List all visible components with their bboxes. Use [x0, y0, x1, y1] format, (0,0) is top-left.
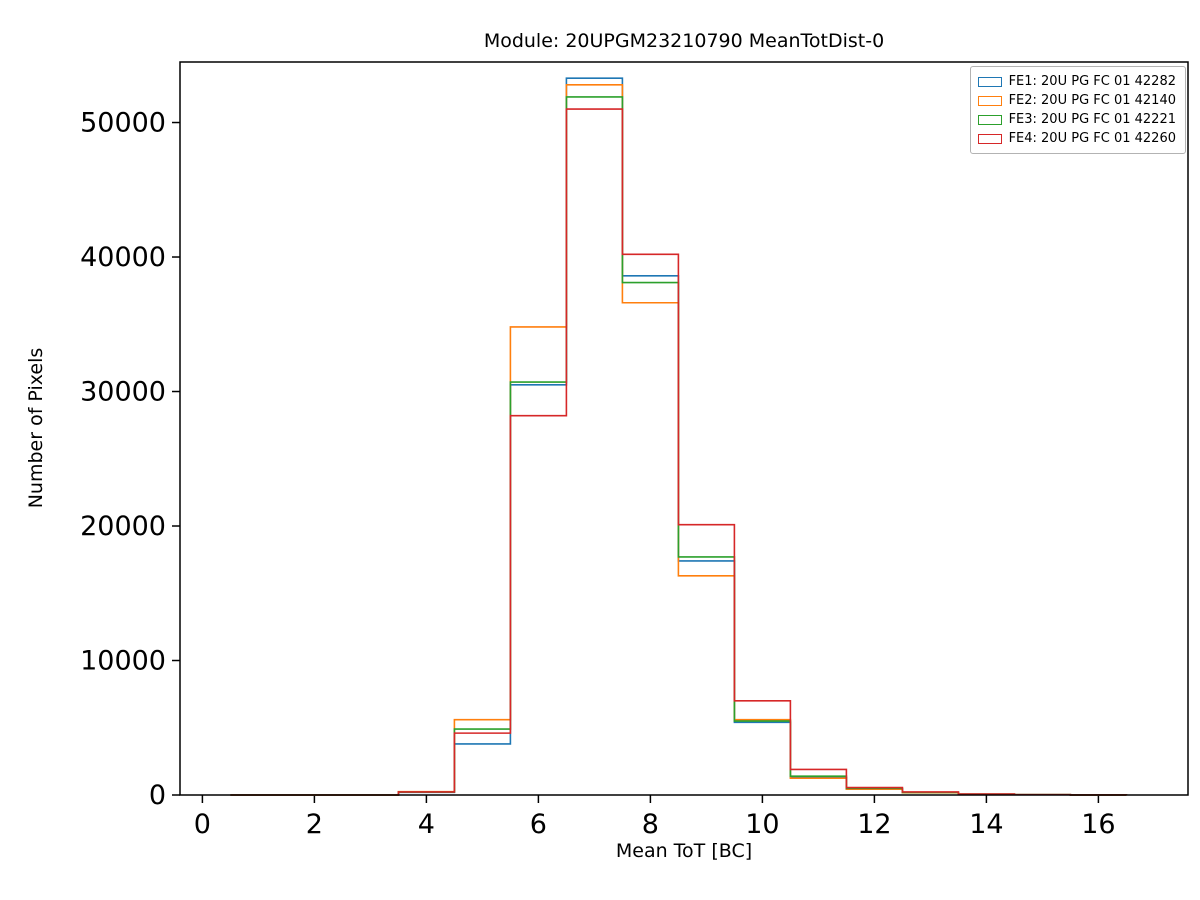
- y-tick-label: 20000: [80, 511, 166, 542]
- legend-entry: FE2: 20U PG FC 01 42140: [977, 91, 1176, 110]
- x-tick-label: 12: [857, 809, 891, 840]
- legend-entry: FE3: 20U PG FC 01 42221: [977, 110, 1176, 129]
- legend-label: FE1: 20U PG FC 01 42282: [1008, 74, 1176, 89]
- legend: FE1: 20U PG FC 01 42282 FE2: 20U PG FC 01…: [969, 66, 1186, 154]
- y-tick-label: 40000: [80, 242, 166, 273]
- legend-swatch: [977, 133, 1002, 144]
- chart-title: Module: 20UPGM23210790 MeanTotDist-0: [483, 30, 885, 52]
- legend-swatch: [977, 95, 1002, 106]
- x-tick-label: 10: [745, 809, 779, 840]
- x-tick-label: 14: [969, 809, 1003, 840]
- x-tick-label: 4: [418, 809, 435, 840]
- legend-label: FE4: 20U PG FC 01 42260: [1008, 131, 1176, 146]
- legend-swatch: [977, 76, 1002, 87]
- x-tick-label: 16: [1081, 809, 1115, 840]
- x-tick-label: 8: [642, 809, 659, 840]
- y-tick-label: 0: [149, 780, 166, 811]
- legend-entry: FE1: 20U PG FC 01 42282: [977, 72, 1176, 91]
- y-tick-label: 50000: [80, 108, 166, 139]
- series-4-path: [230, 108, 1128, 796]
- legend-label: FE2: 20U PG FC 01 42140: [1008, 93, 1176, 108]
- x-tick-label: 6: [530, 809, 547, 840]
- y-tick-label: 10000: [80, 646, 166, 677]
- legend-label: FE3: 20U PG FC 01 42221: [1008, 112, 1176, 127]
- legend-entry: FE4: 20U PG FC 01 42260: [977, 129, 1176, 148]
- legend-swatch: [977, 114, 1002, 125]
- x-axis-label: Mean ToT [BC]: [615, 840, 753, 862]
- x-tick-label: 2: [306, 809, 323, 840]
- x-tick-label: 0: [194, 809, 211, 840]
- axes-frame: [179, 61, 1189, 796]
- y-tick-label: 30000: [80, 377, 166, 408]
